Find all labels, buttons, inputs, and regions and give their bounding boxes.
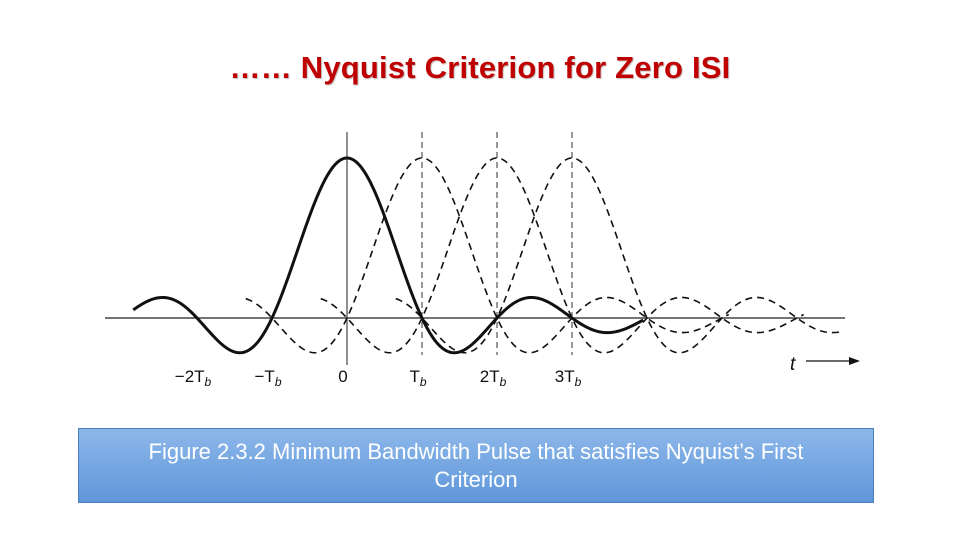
tick-label: −Tb <box>255 367 282 389</box>
tick-labels: −2Tb −Tb 0 Tb 2Tb 3Tb <box>175 367 582 389</box>
tick-label: 3Tb <box>555 367 582 389</box>
pulse-curve-1 <box>245 157 730 354</box>
tick-label: 2Tb <box>480 367 507 389</box>
pulse-figure: −2Tb −Tb 0 Tb 2Tb 3Tb t <box>105 132 860 389</box>
figure-caption: Figure 2.3.2 Minimum Bandwidth Pulse tha… <box>148 438 804 492</box>
pulse-curves <box>132 156 842 355</box>
caption-box: Figure 2.3.2 Minimum Bandwidth Pulse tha… <box>78 428 874 503</box>
tick-label: 0 <box>338 367 347 386</box>
pulse-curve-0 <box>132 156 644 355</box>
pulse-curve-2 <box>320 157 805 354</box>
tick-label: −2Tb <box>175 367 212 389</box>
time-axis-label: t <box>790 354 796 375</box>
time-arrow <box>806 357 860 365</box>
pulse-curve-3 <box>395 157 842 354</box>
slide-title: …… Nyquist Criterion for Zero ISI <box>229 50 731 85</box>
sample-guides <box>421 132 573 355</box>
tick-label: Tb <box>409 367 426 389</box>
